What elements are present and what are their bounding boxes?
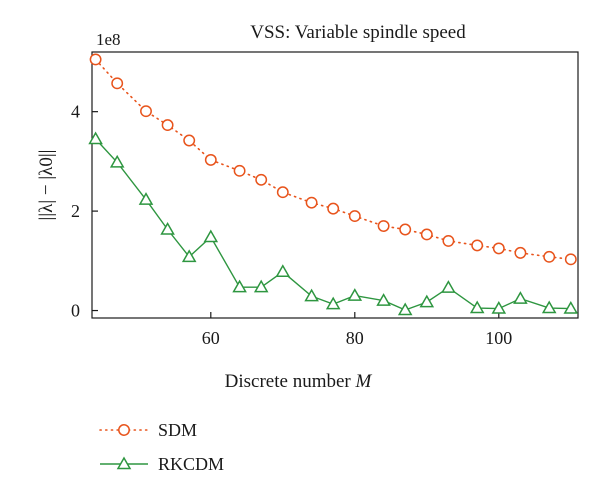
y-offset-label: 1e8 [96,30,121,49]
y-axis-label: ||λ| − |λ0|| [36,150,57,221]
data-point-rkcdm [203,229,219,243]
series-sdm [89,53,577,266]
data-point-rkcdm [491,301,507,314]
data-point-sdm [233,164,246,177]
data-point-sdm [514,246,527,259]
data-point-sdm [327,202,340,215]
data-point-sdm [543,250,556,263]
data-point-rkcdm [253,279,269,293]
legend-marker-sdm [118,424,130,436]
data-point-rkcdm [109,154,125,168]
data-point-rkcdm [376,293,391,306]
data-point-rkcdm [441,280,456,293]
data-point-sdm [255,173,268,186]
data-point-rkcdm [304,288,319,302]
x-tick-label: 100 [485,328,512,348]
legend-marker-rkcdm [116,456,132,470]
y-tick-label: 4 [71,102,80,122]
x-axis-variable: M [355,371,373,392]
legend-label-rkcdm: RKCDM [158,454,224,474]
data-point-sdm [89,53,102,66]
series-layer [88,53,579,316]
legend-item-rkcdm: RKCDM [100,454,224,474]
data-point-rkcdm [469,300,485,314]
data-point-rkcdm [397,302,413,316]
x-axis-label: Discrete number M [225,371,373,392]
data-point-rkcdm [232,279,247,293]
data-point-rkcdm [138,192,154,205]
data-point-sdm [420,228,433,241]
data-point-rkcdm [181,249,197,263]
data-point-rkcdm [563,301,579,314]
data-point-sdm [183,134,196,147]
plot-area [91,51,579,319]
y-axis-ticks: 0 2 4 [71,102,98,321]
data-point-sdm [305,196,318,209]
data-point-rkcdm [160,221,175,235]
legend: SDM RKCDM [99,420,224,474]
data-point-sdm [111,77,124,90]
data-point-rkcdm [347,288,363,301]
data-point-sdm [399,223,412,236]
data-point-rkcdm [325,296,341,310]
data-point-sdm [564,253,577,266]
legend-item-sdm: SDM [99,420,197,440]
data-point-sdm [161,119,174,132]
data-point-rkcdm [513,291,528,304]
data-point-sdm [442,234,455,247]
data-point-sdm [204,153,217,166]
series-rkcdm [88,131,579,316]
data-point-sdm [492,242,505,255]
x-tick-label: 80 [346,328,364,348]
x-axis-ticks: 60 80 100 [202,312,512,348]
x-tick-label: 60 [202,328,220,348]
data-point-sdm [377,220,390,232]
data-point-rkcdm [419,294,435,308]
data-point-sdm [471,239,484,252]
y-tick-label: 2 [71,201,80,221]
data-point-rkcdm [275,264,291,278]
data-point-sdm [348,210,361,223]
legend-label-sdm: SDM [158,420,197,440]
chart-title: VSS: Variable spindle speed [250,22,466,43]
data-point-rkcdm [88,131,103,145]
data-point-rkcdm [541,300,557,314]
data-point-sdm [140,105,152,118]
data-point-sdm [276,186,289,199]
y-tick-label: 0 [71,301,80,321]
